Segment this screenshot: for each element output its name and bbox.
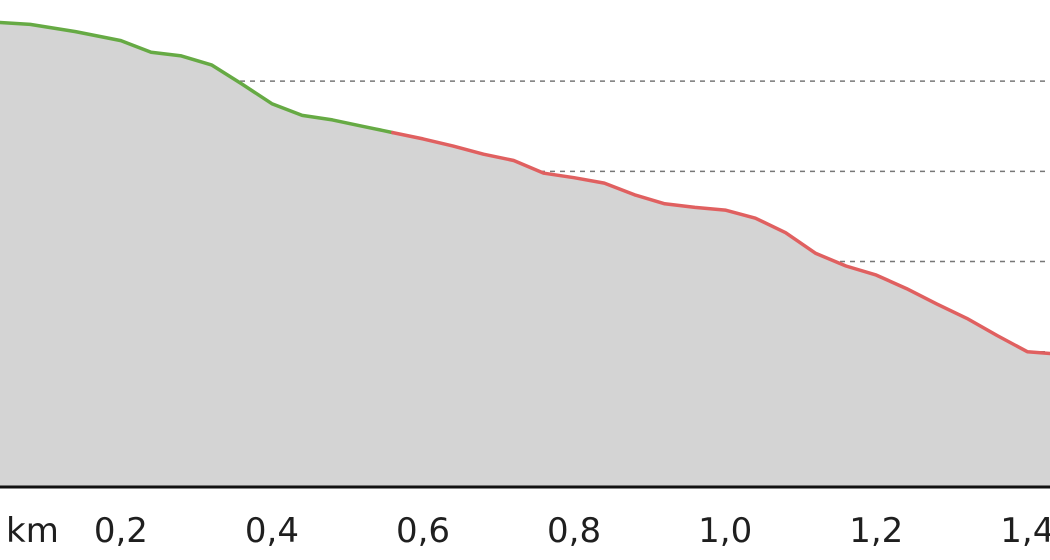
line-layer xyxy=(0,20,1050,356)
area-layer xyxy=(0,22,1050,487)
x-tick-label-6: 1,4 xyxy=(1000,511,1050,551)
x-axis: km 0,2 0,4 0,6 0,8 1,0 1,2 1,4 xyxy=(0,485,1050,551)
x-tick-label-2: 0,6 xyxy=(396,511,450,551)
series-line-0 xyxy=(0,20,395,135)
x-tick-label-4: 1,0 xyxy=(698,511,752,551)
x-tick-label-0: 0,2 xyxy=(94,511,148,551)
x-tick-label-3: 0,8 xyxy=(547,511,601,551)
x-tick-label-5: 1,2 xyxy=(849,511,903,551)
x-axis-unit-label: km xyxy=(6,511,59,551)
series-line-1 xyxy=(391,130,1050,356)
elevation-area xyxy=(0,22,1050,487)
x-tick-label-1: 0,4 xyxy=(245,511,299,551)
